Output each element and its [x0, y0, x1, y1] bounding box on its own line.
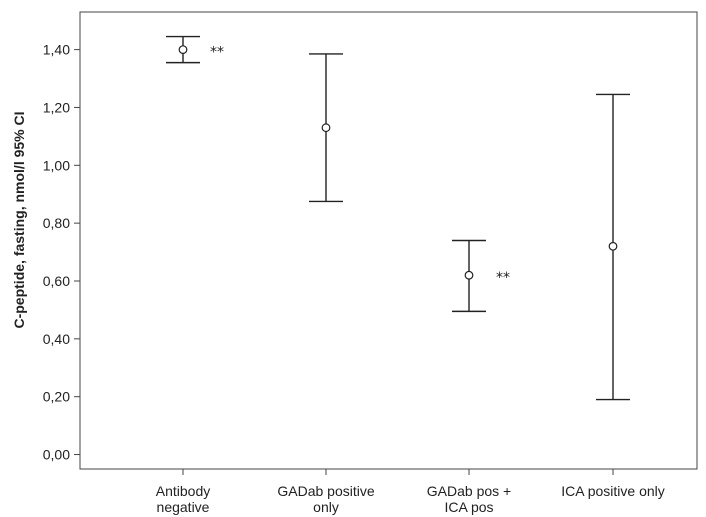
x-tick-label: negative: [157, 499, 210, 515]
x-tick-label: GADab positive: [277, 483, 374, 499]
y-tick-label: 0,40: [43, 331, 70, 347]
y-tick-label: 0,20: [43, 389, 70, 405]
error-bars: ** **: [166, 35, 630, 401]
y-tick-label: 1,20: [43, 99, 70, 115]
x-tick-label: ICA positive only: [561, 483, 665, 499]
y-axis-label: C-peptide, fasting, nmol/l 95% CI: [11, 111, 27, 328]
x-tick-label: GADab pos +: [427, 483, 511, 499]
significance-annotation: **: [496, 270, 510, 286]
mean-point: [608, 241, 618, 251]
x-tick-label: Antibody: [156, 483, 210, 499]
x-tick-label: only: [313, 499, 339, 515]
y-tick-label: 0,80: [43, 215, 70, 231]
y-tick-label: 0,00: [43, 447, 70, 463]
y-tick-label: 1,00: [43, 157, 70, 173]
significance-annotation: **: [210, 45, 224, 61]
mean-point: [321, 123, 331, 133]
plot-frame: [79, 11, 698, 470]
y-tick-label: 0,60: [43, 273, 70, 289]
mean-point: [464, 270, 474, 280]
y-axis: 0,00 0,20 0,40 0,60 0,80 1,00 1,20 1,40: [43, 42, 80, 463]
y-tick-label: 1,40: [43, 42, 70, 58]
x-tick-label: ICA pos: [444, 499, 493, 515]
mean-point: [178, 45, 188, 55]
